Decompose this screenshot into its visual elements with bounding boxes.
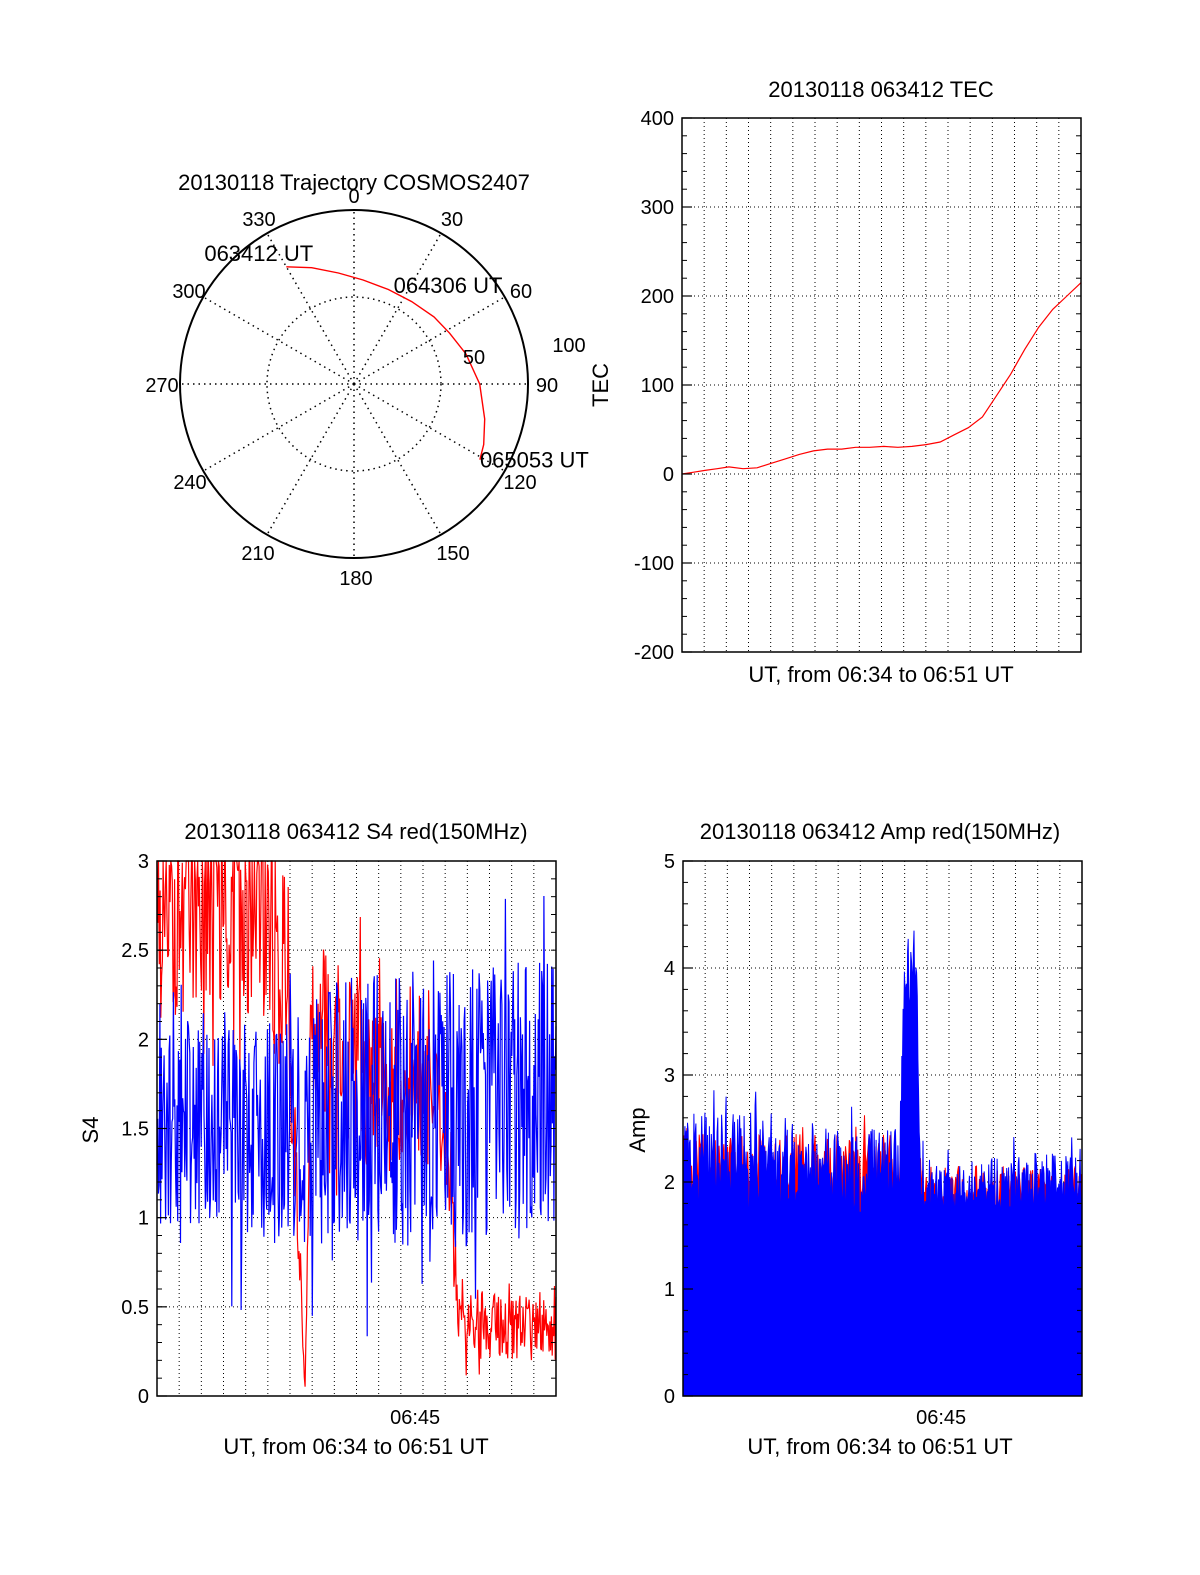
y-tick-label: -100: [634, 553, 674, 575]
polar-angle-label: 150: [436, 543, 469, 565]
polar-series: [286, 266, 486, 460]
y-tick-label: 0.5: [121, 1297, 149, 1319]
polar-spoke: [202, 383, 355, 472]
trajectory-line: [286, 266, 486, 460]
series-blue: [682, 930, 1083, 1397]
polar-outer-ring: [179, 209, 529, 559]
y-tick-label: 4: [664, 958, 675, 980]
tec-chart: 20130118 063412 TEC UT, from 06:34 to 06…: [588, 77, 1082, 687]
s4-plot-area: 0 0.5 1 1.5 2 2.5 3 06:45: [121, 851, 557, 1429]
amp-ylabel: Amp: [625, 1107, 650, 1152]
polar-title: 20130118 Trajectory COSMOS2407: [178, 170, 530, 195]
polar-grid: [179, 209, 529, 559]
trajectory-annotation: 065053 UT: [480, 448, 589, 473]
polar-angle-label: 240: [173, 472, 206, 494]
polar-angle-label: 30: [441, 209, 463, 231]
series-red: [156, 860, 557, 1387]
s4-xlabel: UT, from 06:34 to 06:51 UT: [223, 1434, 488, 1459]
tec-ylabel: TEC: [588, 363, 613, 407]
y-tick-label: 0: [664, 1386, 675, 1408]
polar-angle-label: 270: [145, 375, 178, 397]
polar-angle-label: 180: [339, 568, 372, 590]
x-tick-label: 06:45: [390, 1407, 440, 1429]
y-tick-label: 2: [664, 1172, 675, 1194]
amp-xlabel: UT, from 06:34 to 06:51 UT: [747, 1434, 1012, 1459]
y-tick-label: 400: [641, 108, 674, 130]
y-tick-label: 1.5: [121, 1119, 149, 1141]
polar-labels: 0 30 60 90 150 180 210 240 270 300 330 50 100 120 0634…: [145, 186, 588, 590]
trajectory-annotation: 064306 UT: [394, 273, 503, 298]
series-blue: [156, 895, 557, 1337]
polar-angle-label: 120: [503, 472, 536, 494]
y-tick-label: 1: [664, 1279, 675, 1301]
tec-xlabel: UT, from 06:34 to 06:51 UT: [748, 662, 1013, 687]
y-tick-label: 5: [664, 851, 675, 873]
polar-angle-label: 300: [172, 281, 205, 303]
polar-spoke: [353, 232, 442, 385]
polar-angle-label: 0: [348, 186, 359, 208]
polar-ring: [266, 296, 442, 472]
amp-chart: 20130118 063412 Amp red(150MHz) UT, from…: [625, 819, 1083, 1459]
polar-spoke: [353, 296, 506, 385]
polar-trajectory-chart: 20130118 Trajectory COSMOS2407 0 30 60 90 15…: [145, 170, 588, 590]
x-tick-label: 06:45: [916, 1407, 966, 1429]
polar-angle-label: 90: [536, 375, 558, 397]
y-tick-label: 3: [138, 851, 149, 873]
amp-title: 20130118 063412 Amp red(150MHz): [700, 819, 1060, 844]
polar-spoke: [353, 383, 506, 472]
y-tick-label: 0: [138, 1386, 149, 1408]
y-tick-label: 100: [641, 375, 674, 397]
y-tick-label: 0: [663, 464, 674, 486]
polar-spoke: [266, 232, 355, 385]
s4-chart: 20130118 063412 S4 red(150MHz) UT, from …: [78, 819, 557, 1459]
y-tick-label: 200: [641, 286, 674, 308]
series-red: [681, 282, 1082, 475]
s4-ylabel: S4: [78, 1117, 103, 1144]
polar-angle-label: 330: [242, 209, 275, 231]
polar-spoke: [266, 383, 355, 536]
y-tick-label: -200: [634, 642, 674, 664]
polar-spoke: [353, 383, 442, 536]
y-tick-label: 2: [138, 1029, 149, 1051]
polar-angle-label: 210: [241, 543, 274, 565]
s4-title: 20130118 063412 S4 red(150MHz): [184, 819, 527, 844]
y-tick-label: 3: [664, 1065, 675, 1087]
y-tick-label: 1: [138, 1208, 149, 1230]
polar-radial-label: 100: [552, 335, 585, 357]
tec-title: 20130118 063412 TEC: [768, 77, 994, 102]
polar-radial-label: 50: [463, 347, 485, 369]
y-tick-label: 300: [641, 197, 674, 219]
y-tick-label: 2.5: [121, 940, 149, 962]
polar-angle-label: 60: [510, 281, 532, 303]
trajectory-annotation: 063412 UT: [204, 241, 313, 266]
amp-plot-area: 0 1 2 3 4 5 06:45: [664, 851, 1083, 1429]
polar-spoke: [202, 296, 355, 385]
tec-plot-area: -200 -100 0 100 200 300 400: [634, 108, 1082, 664]
plot-frame: [682, 860, 1083, 1397]
